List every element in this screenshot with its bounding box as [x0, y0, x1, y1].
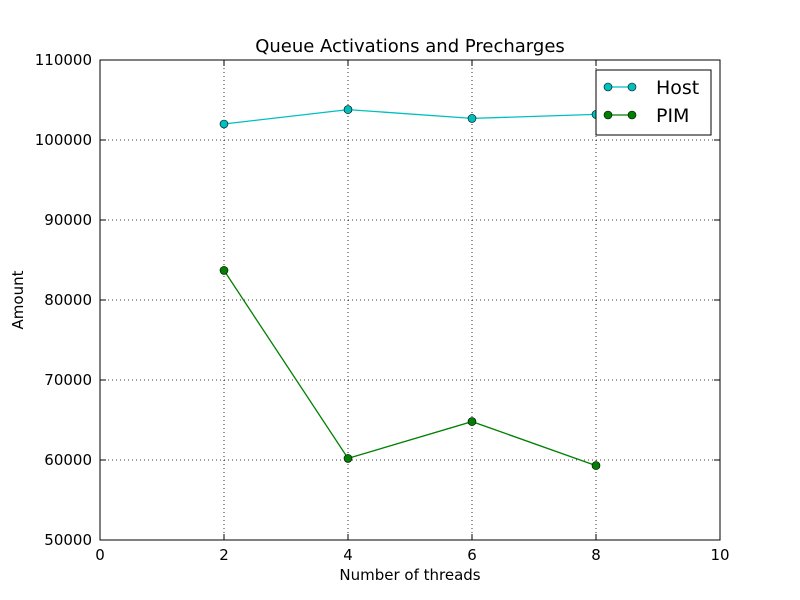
x-axis-label: Number of threads	[339, 566, 480, 584]
data-point	[467, 114, 477, 123]
legend: Host PIM	[595, 69, 712, 136]
y-tick-label: 60000	[44, 451, 92, 469]
x-tick-label: 2	[219, 546, 229, 564]
data-point	[343, 105, 353, 114]
y-axis-label: Amount	[9, 270, 27, 329]
legend-label: Host	[656, 77, 699, 99]
y-tick-label: 70000	[44, 371, 92, 389]
y-tick-label: 100000	[35, 131, 92, 149]
series-layer	[219, 105, 601, 470]
chart-title: Queue Activations and Precharges	[255, 36, 565, 57]
data-point	[219, 119, 229, 129]
legend-marker	[603, 110, 613, 120]
legend-marker	[627, 82, 637, 92]
x-tick-label: 0	[95, 546, 105, 564]
grid	[100, 60, 720, 540]
legend-marker	[627, 110, 637, 120]
series-line	[223, 108, 597, 125]
y-tick-label: 80000	[44, 291, 92, 309]
data-point	[343, 454, 353, 463]
y-tick-label: 90000	[44, 211, 92, 229]
legend-marker	[603, 82, 613, 92]
x-tick-label: 8	[591, 546, 601, 564]
series-line	[223, 270, 597, 467]
x-tick-label: 6	[467, 546, 477, 564]
data-point	[467, 417, 477, 426]
data-point	[219, 266, 229, 275]
y-tick-label: 110000	[35, 51, 92, 69]
x-tick-label: 10	[710, 546, 729, 564]
x-tick-label: 4	[343, 546, 353, 564]
y-tick-label: 50000	[44, 531, 92, 549]
series-host	[219, 105, 601, 129]
legend-label: PIM	[656, 105, 689, 127]
legend-box	[595, 69, 712, 136]
ticks: 0 2 4 6 8 10 50000 60000 70000 80000 90000 100000 11…	[35, 51, 730, 564]
series-pim	[219, 266, 601, 470]
data-point	[591, 461, 601, 470]
